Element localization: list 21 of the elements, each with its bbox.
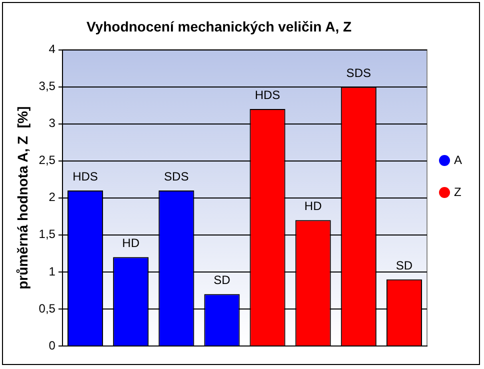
x-tick-label: SDS (346, 66, 371, 80)
y-axis-title: průměrná hodnota A, Z [%] (14, 106, 30, 290)
y-tick-label: 3 (48, 116, 56, 130)
x-tick-label: HD (122, 236, 140, 250)
legend-label: Z (454, 185, 462, 199)
x-tick-label: HDS (72, 169, 98, 184)
y-tick-label: 1 (48, 264, 56, 278)
y-tick-label: 3,5 (38, 79, 56, 94)
x-tick-label: SD (396, 258, 413, 272)
y-tick-label: 0,5 (38, 301, 56, 316)
x-tick-label: HDS (254, 88, 280, 102)
legend-label: A (454, 153, 462, 167)
y-tick-label: 0 (48, 338, 56, 352)
y-tick-label: 4 (48, 42, 56, 56)
x-tick-label: HD (304, 199, 322, 214)
chart-title: Vyhodnocení mechanických veličin A, Z (86, 18, 352, 34)
x-tick-label: SDS (164, 169, 189, 184)
x-tick-label: SD (214, 273, 231, 288)
y-tick-label: 1,5 (38, 227, 56, 242)
y-tick-label: 2,5 (38, 153, 56, 168)
y-tick-label: 2 (48, 190, 56, 204)
